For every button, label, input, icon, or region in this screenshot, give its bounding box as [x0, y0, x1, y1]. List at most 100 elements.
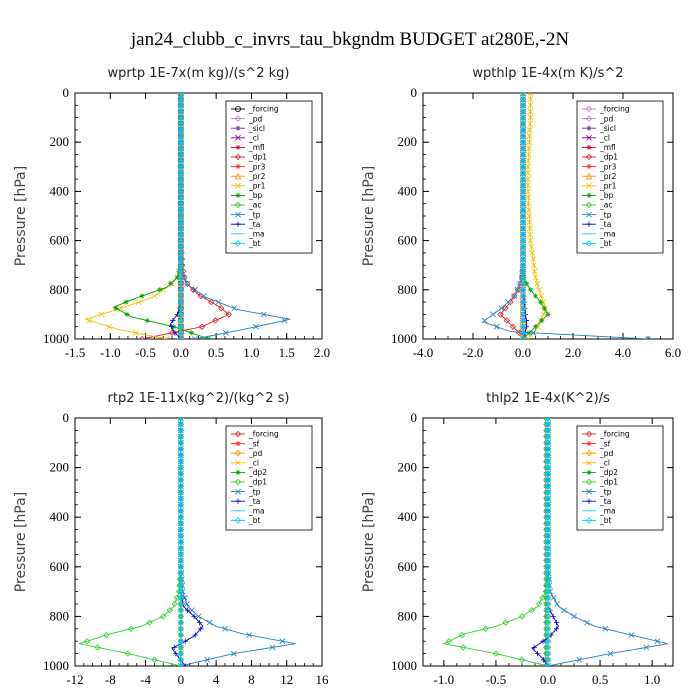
legend-label: _sf — [248, 439, 260, 448]
series-group — [84, 93, 291, 339]
series-point — [177, 656, 185, 663]
series-point — [184, 607, 191, 613]
series-point — [177, 418, 184, 421]
series-point — [530, 256, 536, 262]
series-point — [151, 656, 158, 663]
series-point — [192, 336, 198, 339]
series-point — [177, 545, 185, 552]
series-point — [518, 613, 526, 620]
series-point — [544, 507, 552, 515]
series-point — [539, 594, 546, 601]
series-point — [554, 601, 560, 607]
series-point — [544, 613, 552, 620]
legend-label: _pr1 — [599, 182, 617, 191]
legend-marker — [234, 106, 241, 113]
legend-label: _dp2 — [248, 468, 267, 477]
x-tick-label: 0.5 — [208, 345, 224, 360]
series-point — [519, 311, 527, 318]
legend-label: _pd — [248, 449, 263, 458]
legend-marker — [234, 240, 242, 247]
series-point — [544, 600, 552, 608]
series-point — [252, 323, 259, 330]
series-point — [171, 644, 177, 650]
series-point — [519, 280, 527, 287]
series-point — [177, 650, 185, 657]
y-tick-label: 600 — [50, 233, 70, 248]
series-point — [177, 582, 185, 589]
legend-marker — [234, 201, 242, 209]
series-point — [157, 287, 163, 293]
series-point — [177, 638, 185, 645]
y-tick-label: 200 — [50, 134, 70, 149]
series-point — [519, 274, 527, 281]
legend-marker — [586, 134, 592, 141]
series-point — [177, 663, 184, 666]
series-point — [519, 317, 527, 324]
panel-title: rtp2 1E-11x(kg^2)/(kg^2 s) — [108, 391, 290, 406]
y-tick-label: 200 — [398, 460, 418, 475]
series-point — [184, 280, 191, 287]
series-point — [530, 329, 537, 336]
legend-marker — [235, 182, 241, 189]
legend-marker — [586, 192, 592, 198]
series-point — [177, 520, 185, 527]
legend-label: _mfl — [599, 143, 616, 152]
series-point — [135, 299, 142, 305]
legend-marker — [235, 459, 241, 466]
series-point — [519, 329, 527, 337]
series-point — [177, 495, 185, 502]
legend: _forcing_pd_sicl_cl_mfl_dp1_pr3_pr2_pr1_… — [225, 100, 313, 254]
series-point — [192, 286, 198, 293]
series-point — [177, 169, 185, 177]
series-point — [177, 335, 185, 339]
series-point — [519, 292, 527, 300]
series-point — [177, 237, 185, 244]
series-point — [544, 545, 552, 552]
series-point — [526, 133, 533, 139]
x-tick-label: -4 — [140, 672, 151, 687]
series-point — [584, 619, 590, 626]
x-tick-label: -1.0 — [100, 345, 121, 360]
series-point — [541, 305, 547, 311]
series-point — [177, 218, 185, 226]
series-point — [571, 613, 577, 620]
series-point — [177, 631, 185, 639]
legend-label: _pd — [248, 114, 263, 123]
series-point — [527, 114, 534, 121]
series-point — [184, 601, 190, 607]
series-point — [643, 644, 650, 651]
legend-marker — [235, 441, 241, 447]
series-point — [163, 336, 170, 339]
legend-label: _pd — [599, 449, 614, 458]
legend-label: _bt — [599, 516, 612, 525]
series-point — [206, 619, 213, 626]
series-point — [526, 225, 533, 232]
y-tick-label: 1000 — [43, 331, 69, 346]
series-point — [160, 613, 167, 620]
legend-label: _forcing — [599, 105, 630, 114]
series-point — [519, 262, 527, 269]
series-point — [502, 619, 509, 626]
panel-2: wpthlp 1E-4x(m K)/s^2 -4.0 -2.0 0.0 2.0 4.0 6.… — [361, 66, 681, 360]
series-point — [269, 644, 276, 651]
legend-label: _ma — [248, 230, 265, 239]
legend-marker — [585, 153, 593, 161]
series-point — [527, 108, 534, 115]
y-tick-label: 0 — [63, 410, 70, 425]
legend-box — [225, 425, 313, 531]
legend-marker — [585, 478, 593, 486]
series-point — [544, 569, 552, 577]
series-point — [519, 114, 527, 121]
x-tick-label: -4.0 — [413, 345, 434, 360]
series-point — [537, 299, 544, 305]
series-point — [602, 625, 609, 632]
series-point — [83, 638, 91, 645]
series-point — [177, 452, 185, 459]
series-point — [144, 317, 150, 324]
series-point — [177, 433, 185, 440]
legend-marker — [585, 517, 593, 524]
series-point — [222, 329, 229, 336]
legend-marker — [585, 450, 593, 457]
legend-marker — [235, 134, 241, 141]
series-point — [138, 335, 146, 339]
